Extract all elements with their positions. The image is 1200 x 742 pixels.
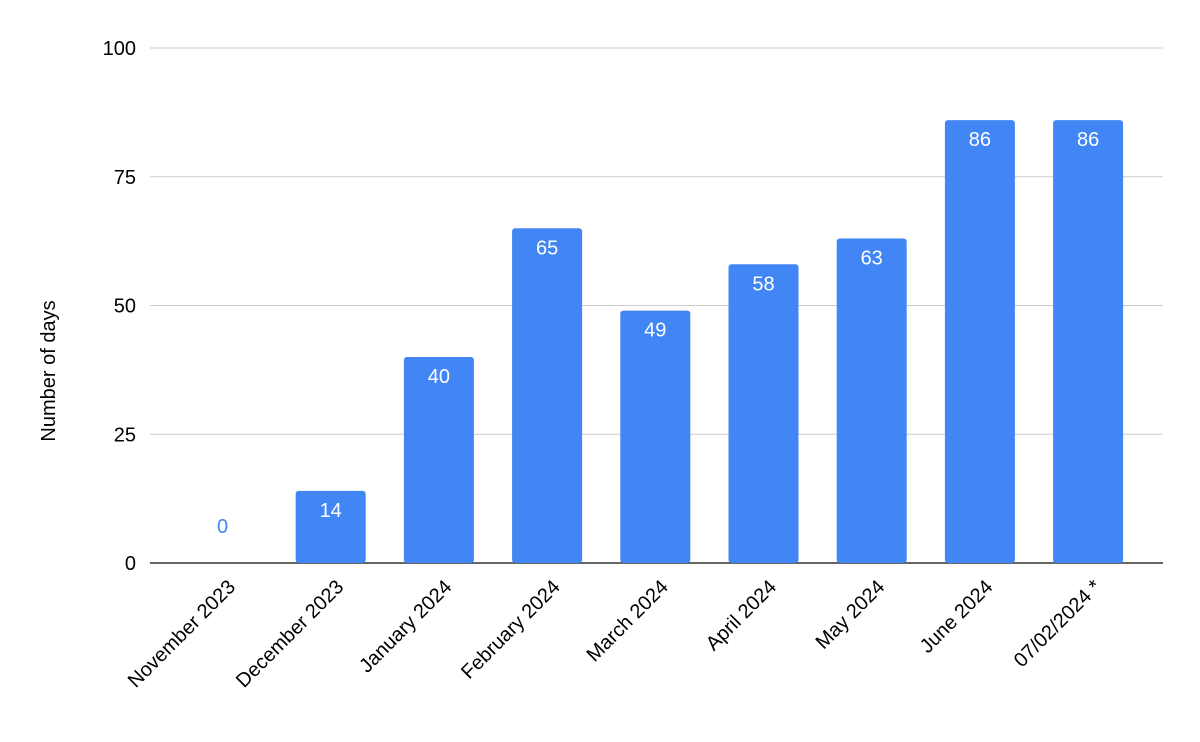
y-tick-label: 50 xyxy=(114,296,136,318)
y-axis-ticks: 0 25 50 75 100 xyxy=(103,38,136,575)
x-tick-label: June 2024 xyxy=(916,576,998,658)
y-tick-label: 100 xyxy=(103,38,136,60)
bar xyxy=(1053,120,1124,563)
x-tick-label: December 2023 xyxy=(232,576,348,692)
bar xyxy=(944,120,1015,563)
bars xyxy=(295,120,1124,564)
bar xyxy=(295,490,366,563)
bar-value-label: 49 xyxy=(644,320,666,342)
bar-value-label: 58 xyxy=(752,273,774,295)
x-tick-label: May 2024 xyxy=(812,576,890,654)
bar-value-label: 40 xyxy=(428,366,450,388)
x-tick-label: January 2024 xyxy=(355,576,456,677)
y-tick-label: 75 xyxy=(114,167,136,189)
x-tick-label: November 2023 xyxy=(124,576,240,692)
bar-value-label: 0 xyxy=(217,516,228,538)
y-axis-label: Number of days xyxy=(38,300,60,441)
x-tick-label: March 2024 xyxy=(583,576,673,666)
bar xyxy=(620,310,691,563)
bar-value-label: 86 xyxy=(969,129,991,151)
bar-value-label: 63 xyxy=(861,248,883,270)
bar xyxy=(728,264,799,563)
x-tick-label: 07/02/2024 * xyxy=(1010,576,1106,672)
x-tick-label: April 2024 xyxy=(702,576,781,655)
y-tick-label: 25 xyxy=(114,424,136,446)
bar xyxy=(512,228,583,563)
bar-value-label: 14 xyxy=(320,500,342,522)
bar xyxy=(836,238,907,564)
y-tick-label: 0 xyxy=(125,553,136,575)
x-tick-label: February 2024 xyxy=(457,576,565,684)
data-labels: 0 14 40 65 49 58 63 86 86 xyxy=(217,129,1099,538)
bar-value-label: 65 xyxy=(536,237,558,259)
bar-value-label: 86 xyxy=(1077,129,1099,151)
bar xyxy=(403,357,474,563)
